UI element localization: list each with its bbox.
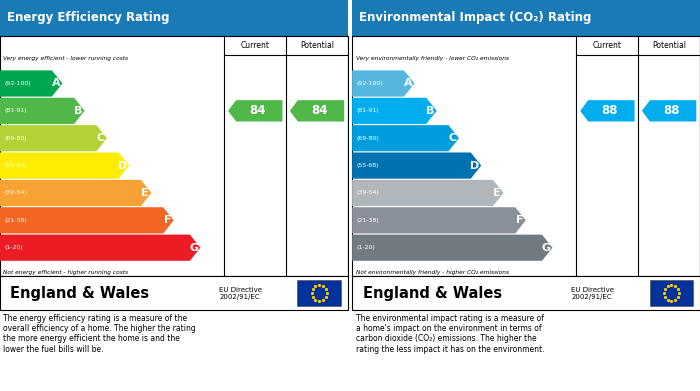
Text: 84: 84 [249, 104, 265, 117]
Polygon shape [0, 180, 151, 206]
Polygon shape [352, 207, 526, 233]
Text: F: F [164, 215, 172, 225]
Polygon shape [228, 100, 282, 122]
Bar [298, 280, 341, 306]
Polygon shape [0, 70, 62, 97]
Polygon shape [290, 100, 344, 122]
Text: EU Directive
2002/91/EC: EU Directive 2002/91/EC [571, 287, 615, 300]
Text: (55-68): (55-68) [4, 163, 27, 168]
Polygon shape [0, 207, 174, 233]
Text: Not energy efficient - higher running costs: Not energy efficient - higher running co… [4, 270, 129, 275]
Text: C: C [449, 133, 457, 143]
Text: (92-100): (92-100) [356, 81, 383, 86]
Text: G: G [542, 243, 551, 253]
Text: 88: 88 [663, 104, 680, 117]
Polygon shape [580, 100, 634, 122]
Text: C: C [97, 133, 105, 143]
Polygon shape [0, 98, 85, 124]
Text: (81-91): (81-91) [356, 108, 379, 113]
Polygon shape [352, 152, 481, 179]
Text: (81-91): (81-91) [4, 108, 27, 113]
Polygon shape [352, 70, 414, 97]
Bar [0, 276, 348, 310]
Polygon shape [0, 152, 129, 179]
Text: (92-100): (92-100) [4, 81, 31, 86]
Text: E: E [494, 188, 501, 198]
Text: E: E [141, 188, 149, 198]
Text: (39-54): (39-54) [4, 190, 27, 196]
Text: Very energy efficient - lower running costs: Very energy efficient - lower running co… [4, 56, 129, 61]
Polygon shape [352, 125, 459, 151]
Text: 88: 88 [601, 104, 617, 117]
Polygon shape [0, 125, 107, 151]
Bar [352, 36, 700, 276]
Bar [352, 0, 700, 36]
Text: (39-54): (39-54) [356, 190, 379, 196]
Text: D: D [118, 161, 127, 170]
Text: A: A [404, 79, 412, 88]
Text: A: A [52, 79, 60, 88]
Text: Current: Current [593, 41, 622, 50]
Text: 84: 84 [311, 104, 328, 117]
Text: (55-68): (55-68) [356, 163, 379, 168]
Text: F: F [516, 215, 524, 225]
Polygon shape [352, 235, 552, 261]
Text: (21-38): (21-38) [4, 218, 27, 223]
Text: Potential: Potential [300, 41, 334, 50]
Polygon shape [642, 100, 696, 122]
Text: (69-80): (69-80) [4, 136, 27, 141]
Polygon shape [0, 235, 200, 261]
Bar [0, 36, 348, 276]
Text: England & Wales: England & Wales [363, 285, 502, 301]
Text: Current: Current [241, 41, 270, 50]
Text: England & Wales: England & Wales [10, 285, 150, 301]
Text: EU Directive
2002/91/EC: EU Directive 2002/91/EC [219, 287, 262, 300]
Text: Potential: Potential [652, 41, 686, 50]
Text: Energy Efficiency Rating: Energy Efficiency Rating [7, 11, 169, 25]
Bar [650, 280, 693, 306]
Text: B: B [74, 106, 83, 116]
Text: (1-20): (1-20) [356, 245, 375, 250]
Text: Very environmentally friendly - lower CO₂ emissions: Very environmentally friendly - lower CO… [356, 56, 509, 61]
Text: The energy efficiency rating is a measure of the
overall efficiency of a home. T: The energy efficiency rating is a measur… [4, 314, 196, 354]
Text: D: D [470, 161, 480, 170]
Text: The environmental impact rating is a measure of
a home's impact on the environme: The environmental impact rating is a mea… [356, 314, 544, 354]
Text: B: B [426, 106, 435, 116]
Bar [0, 0, 348, 36]
Text: (1-20): (1-20) [4, 245, 23, 250]
Polygon shape [352, 98, 437, 124]
Bar [352, 276, 700, 310]
Text: (69-80): (69-80) [356, 136, 379, 141]
Text: (21-38): (21-38) [356, 218, 379, 223]
Text: G: G [190, 243, 199, 253]
Text: Environmental Impact (CO₂) Rating: Environmental Impact (CO₂) Rating [359, 11, 592, 25]
Polygon shape [352, 180, 503, 206]
Text: Not environmentally friendly - higher CO₂ emissions: Not environmentally friendly - higher CO… [356, 270, 509, 275]
